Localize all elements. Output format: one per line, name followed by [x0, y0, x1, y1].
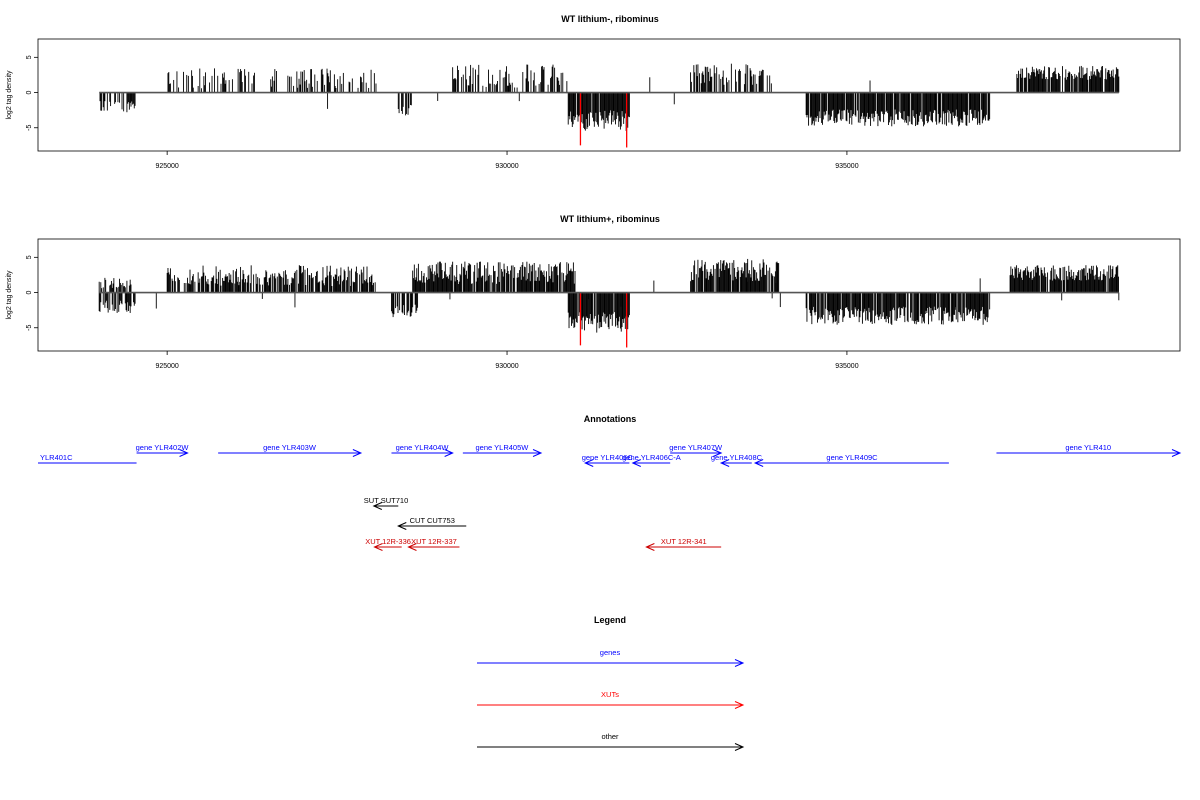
legend-item: genes — [477, 648, 745, 667]
feature-label: XUT 12R-337 — [411, 537, 457, 546]
legend-item-label: XUTs — [601, 690, 619, 699]
feature-arrow: gene YLR403W — [218, 443, 363, 457]
feature-arrow: XUT 12R-337 — [407, 537, 460, 551]
legend-items: genes XUTs other — [477, 648, 745, 751]
annotations-track: Annotations YLR401C gene YLR402W gene YLR4… — [38, 414, 1182, 551]
legend-item: other — [477, 732, 745, 751]
feature-label: gene YLR406C-A — [622, 453, 681, 462]
arrow-head — [372, 502, 383, 510]
legend: Legend genes XUTs other — [477, 615, 745, 751]
legend-item-label: genes — [600, 648, 621, 657]
y-axis: -5 0 5 — [26, 255, 38, 331]
arrow-head — [444, 449, 454, 457]
feature-label: gene YLR408C — [711, 453, 763, 462]
y-axis-label: log2 tag density — [6, 70, 13, 120]
arrow-head — [1171, 449, 1182, 457]
feature-arrow: gene YLR407W — [669, 443, 723, 457]
density-bars — [99, 63, 1120, 148]
x-tick-label: 925000 — [155, 163, 178, 170]
feature-label: gene YLR405W — [476, 443, 530, 452]
legend-item: XUTs — [477, 690, 745, 709]
arrow-head — [532, 449, 543, 457]
arrow-head — [583, 459, 594, 467]
feature-arrow: XUT 12R-341 — [645, 537, 722, 551]
plot-frame — [37, 38, 1181, 152]
feature-arrow: SUT SUT710 — [364, 496, 408, 510]
density-bars — [98, 258, 1120, 348]
arrow-head — [645, 543, 655, 551]
arrow-head — [719, 459, 730, 467]
feature-arrow: gene YLR404W — [391, 443, 454, 457]
feature-arrow: gene YLR409C — [753, 453, 949, 467]
arrow-head — [407, 543, 417, 551]
arrow-head — [373, 543, 383, 551]
density-panel-lithium-minus: WT lithium-, ribominus log2 tag density … — [6, 14, 1181, 170]
x-tick-label: 930000 — [495, 163, 518, 170]
feature-arrow: YLR401C — [38, 453, 137, 464]
feature-label: gene YLR403W — [263, 443, 317, 452]
y-axis: -5 0 5 — [26, 55, 38, 131]
x-axis: 925000 930000 935000 — [155, 351, 859, 370]
x-tick-label: 935000 — [835, 163, 858, 170]
x-tick-label: 930000 — [495, 363, 518, 370]
feature-arrow: gene YLR410 — [996, 443, 1182, 457]
x-axis: 925000 930000 935000 — [155, 151, 859, 170]
feature-label: gene YLR402W — [136, 443, 190, 452]
arrow-head — [734, 701, 745, 709]
x-tick-label: 935000 — [835, 363, 858, 370]
arrow-head — [753, 459, 764, 467]
y-tick-label: -5 — [26, 325, 33, 331]
feature-arrow: gene YLR402W — [136, 443, 190, 457]
y-tick-label: -5 — [26, 125, 33, 131]
feature-arrow: gene YLR406C — [582, 453, 634, 467]
feature-arrow: gene YLR408C — [711, 453, 763, 467]
feature-label: SUT SUT710 — [364, 496, 408, 505]
arrow-head — [397, 522, 407, 530]
panel-title: WT lithium-, ribominus — [561, 14, 659, 24]
y-tick-label: 5 — [26, 55, 33, 59]
feature-label: CUT CUT753 — [410, 516, 455, 525]
plot-frame — [37, 238, 1181, 352]
arrow-head — [712, 449, 723, 457]
x-tick-label: 925000 — [155, 363, 178, 370]
y-tick-label: 0 — [26, 90, 33, 94]
feature-arrow: XUT 12R-336 — [365, 537, 411, 551]
density-panel-lithium-plus: WT lithium+, ribominus log2 tag density … — [6, 214, 1181, 370]
feature-arrow: CUT CUT753 — [397, 516, 467, 530]
arrow-head — [352, 449, 363, 457]
feature-arrow: gene YLR406C-A — [622, 453, 681, 467]
arrow-head — [734, 659, 745, 667]
feature-arrows: YLR401C gene YLR402W gene YLR403W gene YLR4… — [38, 443, 1182, 551]
feature-label: gene YLR406C — [582, 453, 634, 462]
arrow-head — [734, 743, 745, 751]
feature-label: gene YLR407W — [669, 443, 723, 452]
feature-label: YLR401C — [40, 453, 73, 462]
panel-title: WT lithium+, ribominus — [560, 214, 660, 224]
annotations-title: Annotations — [584, 414, 637, 424]
legend-item-label: other — [601, 732, 619, 741]
feature-label: XUT 12R-341 — [661, 537, 707, 546]
feature-arrow: gene YLR405W — [462, 443, 543, 457]
arrow-head — [631, 459, 641, 467]
legend-title: Legend — [594, 615, 626, 625]
feature-label: XUT 12R-336 — [365, 537, 411, 546]
y-tick-label: 5 — [26, 255, 33, 259]
feature-label: gene YLR404W — [396, 443, 450, 452]
arrow-head — [179, 449, 189, 457]
feature-label: gene YLR409C — [826, 453, 878, 462]
y-axis-label: log2 tag density — [6, 270, 13, 320]
y-tick-label: 0 — [26, 290, 33, 294]
feature-label: gene YLR410 — [1065, 443, 1111, 452]
